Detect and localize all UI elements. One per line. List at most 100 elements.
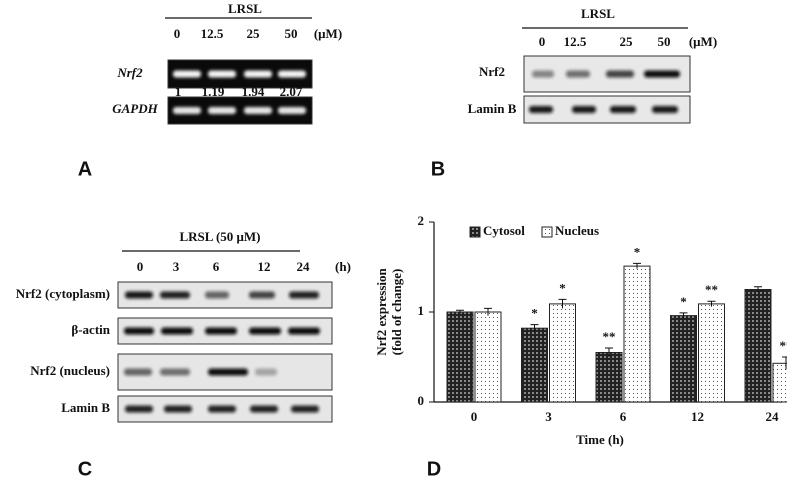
bar	[474, 311, 502, 403]
panel-letter: B	[431, 158, 445, 180]
concentration: 50	[658, 34, 671, 49]
band	[278, 70, 306, 78]
bar	[670, 315, 697, 403]
significance: **	[705, 282, 718, 297]
error-bar	[456, 309, 464, 314]
label: (μM)	[689, 34, 717, 49]
significance: *	[680, 294, 687, 309]
x-tick-label: 3	[545, 409, 552, 424]
blot	[523, 55, 691, 93]
row-label: Lamin B	[468, 101, 517, 116]
band	[244, 107, 272, 114]
blot	[167, 59, 313, 89]
significance: **	[603, 329, 616, 344]
y-tick-label: 0	[418, 393, 425, 408]
band	[572, 106, 596, 113]
legend-label: Nucleus	[555, 223, 599, 238]
bar	[623, 265, 651, 403]
band	[208, 368, 248, 376]
band	[208, 70, 236, 78]
y-axis-label: (fold of change)	[389, 269, 404, 356]
bar	[446, 311, 474, 403]
error-bar	[530, 324, 539, 332]
label: LRSL (50 μM)	[179, 229, 260, 244]
band	[249, 327, 281, 335]
band	[532, 70, 554, 78]
bar	[772, 362, 787, 403]
x-tick-label: 0	[471, 409, 478, 424]
concentration: 25	[620, 34, 634, 49]
ratio: 1.94	[242, 84, 265, 99]
band	[644, 70, 680, 78]
band	[566, 70, 590, 78]
concentration: 25	[247, 26, 261, 41]
row-label: Nrf2	[479, 64, 505, 79]
x-tick-label: 24	[766, 409, 780, 424]
ratio: 2.07	[280, 84, 303, 99]
band	[205, 291, 229, 299]
time: 0	[137, 259, 144, 274]
error-bar	[754, 286, 762, 293]
band	[606, 70, 634, 78]
band	[124, 327, 154, 335]
row-label: Lamin B	[61, 400, 110, 415]
band	[208, 405, 236, 413]
band	[529, 106, 553, 113]
error-bar	[679, 312, 688, 319]
legend-swatch	[469, 226, 481, 238]
label: LRSL	[228, 1, 262, 16]
error-bar	[707, 300, 716, 307]
blot	[167, 96, 313, 125]
significance: **	[780, 338, 787, 353]
bar	[549, 303, 576, 403]
band	[173, 107, 201, 114]
band	[278, 107, 306, 114]
time: 12	[258, 259, 271, 274]
band	[291, 405, 319, 413]
time: 24	[297, 259, 311, 274]
band	[250, 405, 278, 413]
band	[125, 291, 153, 299]
error-bar	[484, 307, 492, 316]
legend-label: Cytosol	[483, 223, 525, 238]
panel-letter: A	[78, 158, 92, 180]
significance: *	[531, 306, 538, 321]
band	[208, 107, 236, 114]
row-label: GAPDH	[112, 101, 158, 116]
bar	[744, 289, 772, 403]
x-tick-label: 6	[620, 409, 627, 424]
error-bar	[782, 356, 787, 370]
time: 3	[173, 259, 180, 274]
concentration: 0	[174, 26, 181, 41]
band	[125, 405, 153, 413]
legend-swatch	[541, 226, 553, 238]
panel-letter: D	[427, 458, 441, 480]
row-label: Nrf2 (cytoplasm)	[16, 286, 110, 301]
y-tick-label: 2	[418, 213, 425, 228]
band	[124, 368, 152, 376]
band	[160, 291, 190, 299]
band	[249, 291, 275, 299]
band	[244, 70, 272, 78]
band	[161, 327, 193, 335]
y-tick-label: 1	[418, 303, 425, 318]
label: (μM)	[314, 26, 342, 41]
error-bar	[633, 262, 641, 269]
label: LRSL	[581, 6, 615, 21]
bar	[521, 327, 548, 403]
x-axis-label: Time (h)	[576, 432, 624, 447]
blot	[523, 95, 691, 124]
blot	[117, 353, 333, 391]
row-label: β-actin	[71, 322, 110, 337]
band	[205, 327, 237, 335]
time: 6	[213, 259, 220, 274]
significance: *	[559, 280, 566, 295]
row-label: Nrf2	[116, 65, 143, 80]
concentration: 12.5	[201, 26, 224, 41]
band	[164, 405, 192, 413]
blot	[117, 395, 333, 423]
band	[289, 291, 319, 299]
blot	[117, 317, 333, 345]
error-bar	[558, 298, 567, 309]
